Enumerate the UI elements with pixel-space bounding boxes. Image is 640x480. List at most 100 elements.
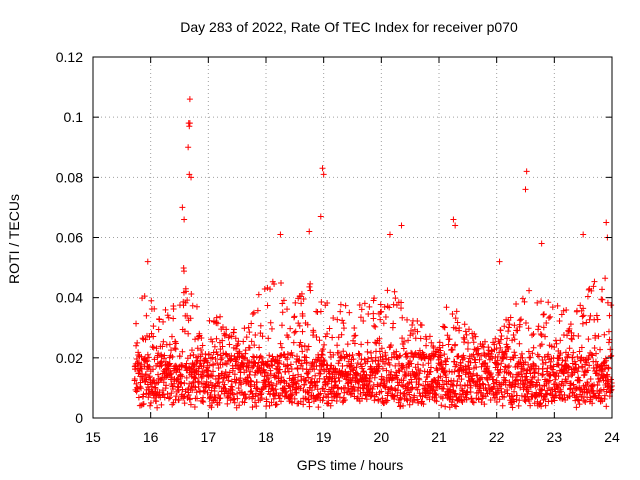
data-point [454, 378, 461, 385]
data-point [446, 368, 453, 375]
data-point [566, 325, 573, 332]
data-point-peak [319, 165, 326, 172]
data-point [407, 332, 414, 339]
data-point [173, 393, 180, 400]
data-point [153, 398, 160, 405]
data-point [607, 376, 614, 383]
data-point [289, 391, 296, 398]
data-point [265, 374, 272, 381]
data-point [319, 397, 326, 404]
data-point [170, 306, 177, 313]
data-point [240, 354, 247, 361]
data-point [594, 382, 601, 389]
data-point-peak [188, 174, 195, 181]
data-point [557, 337, 564, 344]
data-point [251, 372, 258, 379]
x-axis-title: GPS time / hours [297, 457, 404, 473]
data-point [375, 397, 382, 404]
data-point-peak [398, 222, 405, 229]
data-point [351, 324, 358, 331]
data-point [326, 325, 333, 332]
data-point [521, 397, 528, 404]
grid-lines [93, 57, 612, 418]
data-point [516, 340, 523, 347]
data-point [330, 351, 337, 358]
data-point [253, 385, 260, 392]
data-point [453, 361, 460, 368]
data-point [249, 404, 256, 411]
data-point [432, 351, 439, 358]
data-point [262, 383, 269, 390]
data-point [391, 396, 398, 403]
data-point [337, 301, 344, 308]
data-point [449, 310, 456, 317]
data-point [511, 336, 518, 343]
data-point [183, 374, 190, 381]
data-point [176, 353, 183, 360]
data-point [215, 392, 222, 399]
data-point [336, 357, 343, 364]
data-point [522, 359, 529, 366]
data-point [198, 334, 205, 341]
data-point [347, 391, 354, 398]
data-point [247, 368, 254, 375]
data-point [248, 320, 255, 327]
data-point [381, 383, 388, 390]
data-point [519, 354, 526, 361]
data-point [505, 328, 512, 335]
data-point [262, 369, 269, 376]
data-point [427, 364, 434, 371]
data-point [291, 329, 298, 336]
data-point [603, 403, 610, 410]
data-point [179, 348, 186, 355]
data-point [150, 323, 157, 330]
data-point [249, 311, 256, 318]
data-point [299, 348, 306, 355]
data-point [151, 377, 158, 384]
data-point [586, 362, 593, 369]
data-point [140, 400, 147, 407]
data-point [337, 308, 344, 315]
data-point [147, 402, 154, 409]
data-point [400, 402, 407, 409]
data-point [551, 397, 558, 404]
data-point [268, 399, 275, 406]
data-point [302, 377, 309, 384]
data-point [492, 335, 499, 342]
data-point [608, 302, 615, 309]
data-point [485, 350, 492, 357]
data-point [598, 395, 605, 402]
data-point [518, 316, 525, 323]
data-point [574, 396, 581, 403]
data-point [303, 360, 310, 367]
data-point [530, 344, 537, 351]
data-point [421, 368, 428, 375]
data-point [453, 403, 460, 410]
data-point [366, 303, 373, 310]
data-point [346, 352, 353, 359]
data-point [388, 354, 395, 361]
data-point [576, 348, 583, 355]
data-point [524, 376, 531, 383]
data-point [179, 373, 186, 380]
data-point [565, 351, 572, 358]
data-point [494, 353, 501, 360]
data-point [280, 297, 287, 304]
data-point [229, 387, 236, 394]
data-point [288, 366, 295, 373]
data-point [547, 313, 554, 320]
data-point [555, 361, 562, 368]
data-point [433, 392, 440, 399]
data-point [529, 350, 536, 357]
data-point [363, 396, 370, 403]
data-point [188, 383, 195, 390]
data-point [190, 351, 197, 358]
data-point [466, 366, 473, 373]
data-point [428, 339, 435, 346]
x-tick-label: 16 [143, 429, 159, 445]
data-point [433, 398, 440, 405]
x-tick-label: 21 [431, 429, 447, 445]
data-point-peak [179, 204, 186, 211]
data-point [302, 395, 309, 402]
data-point [461, 355, 468, 362]
